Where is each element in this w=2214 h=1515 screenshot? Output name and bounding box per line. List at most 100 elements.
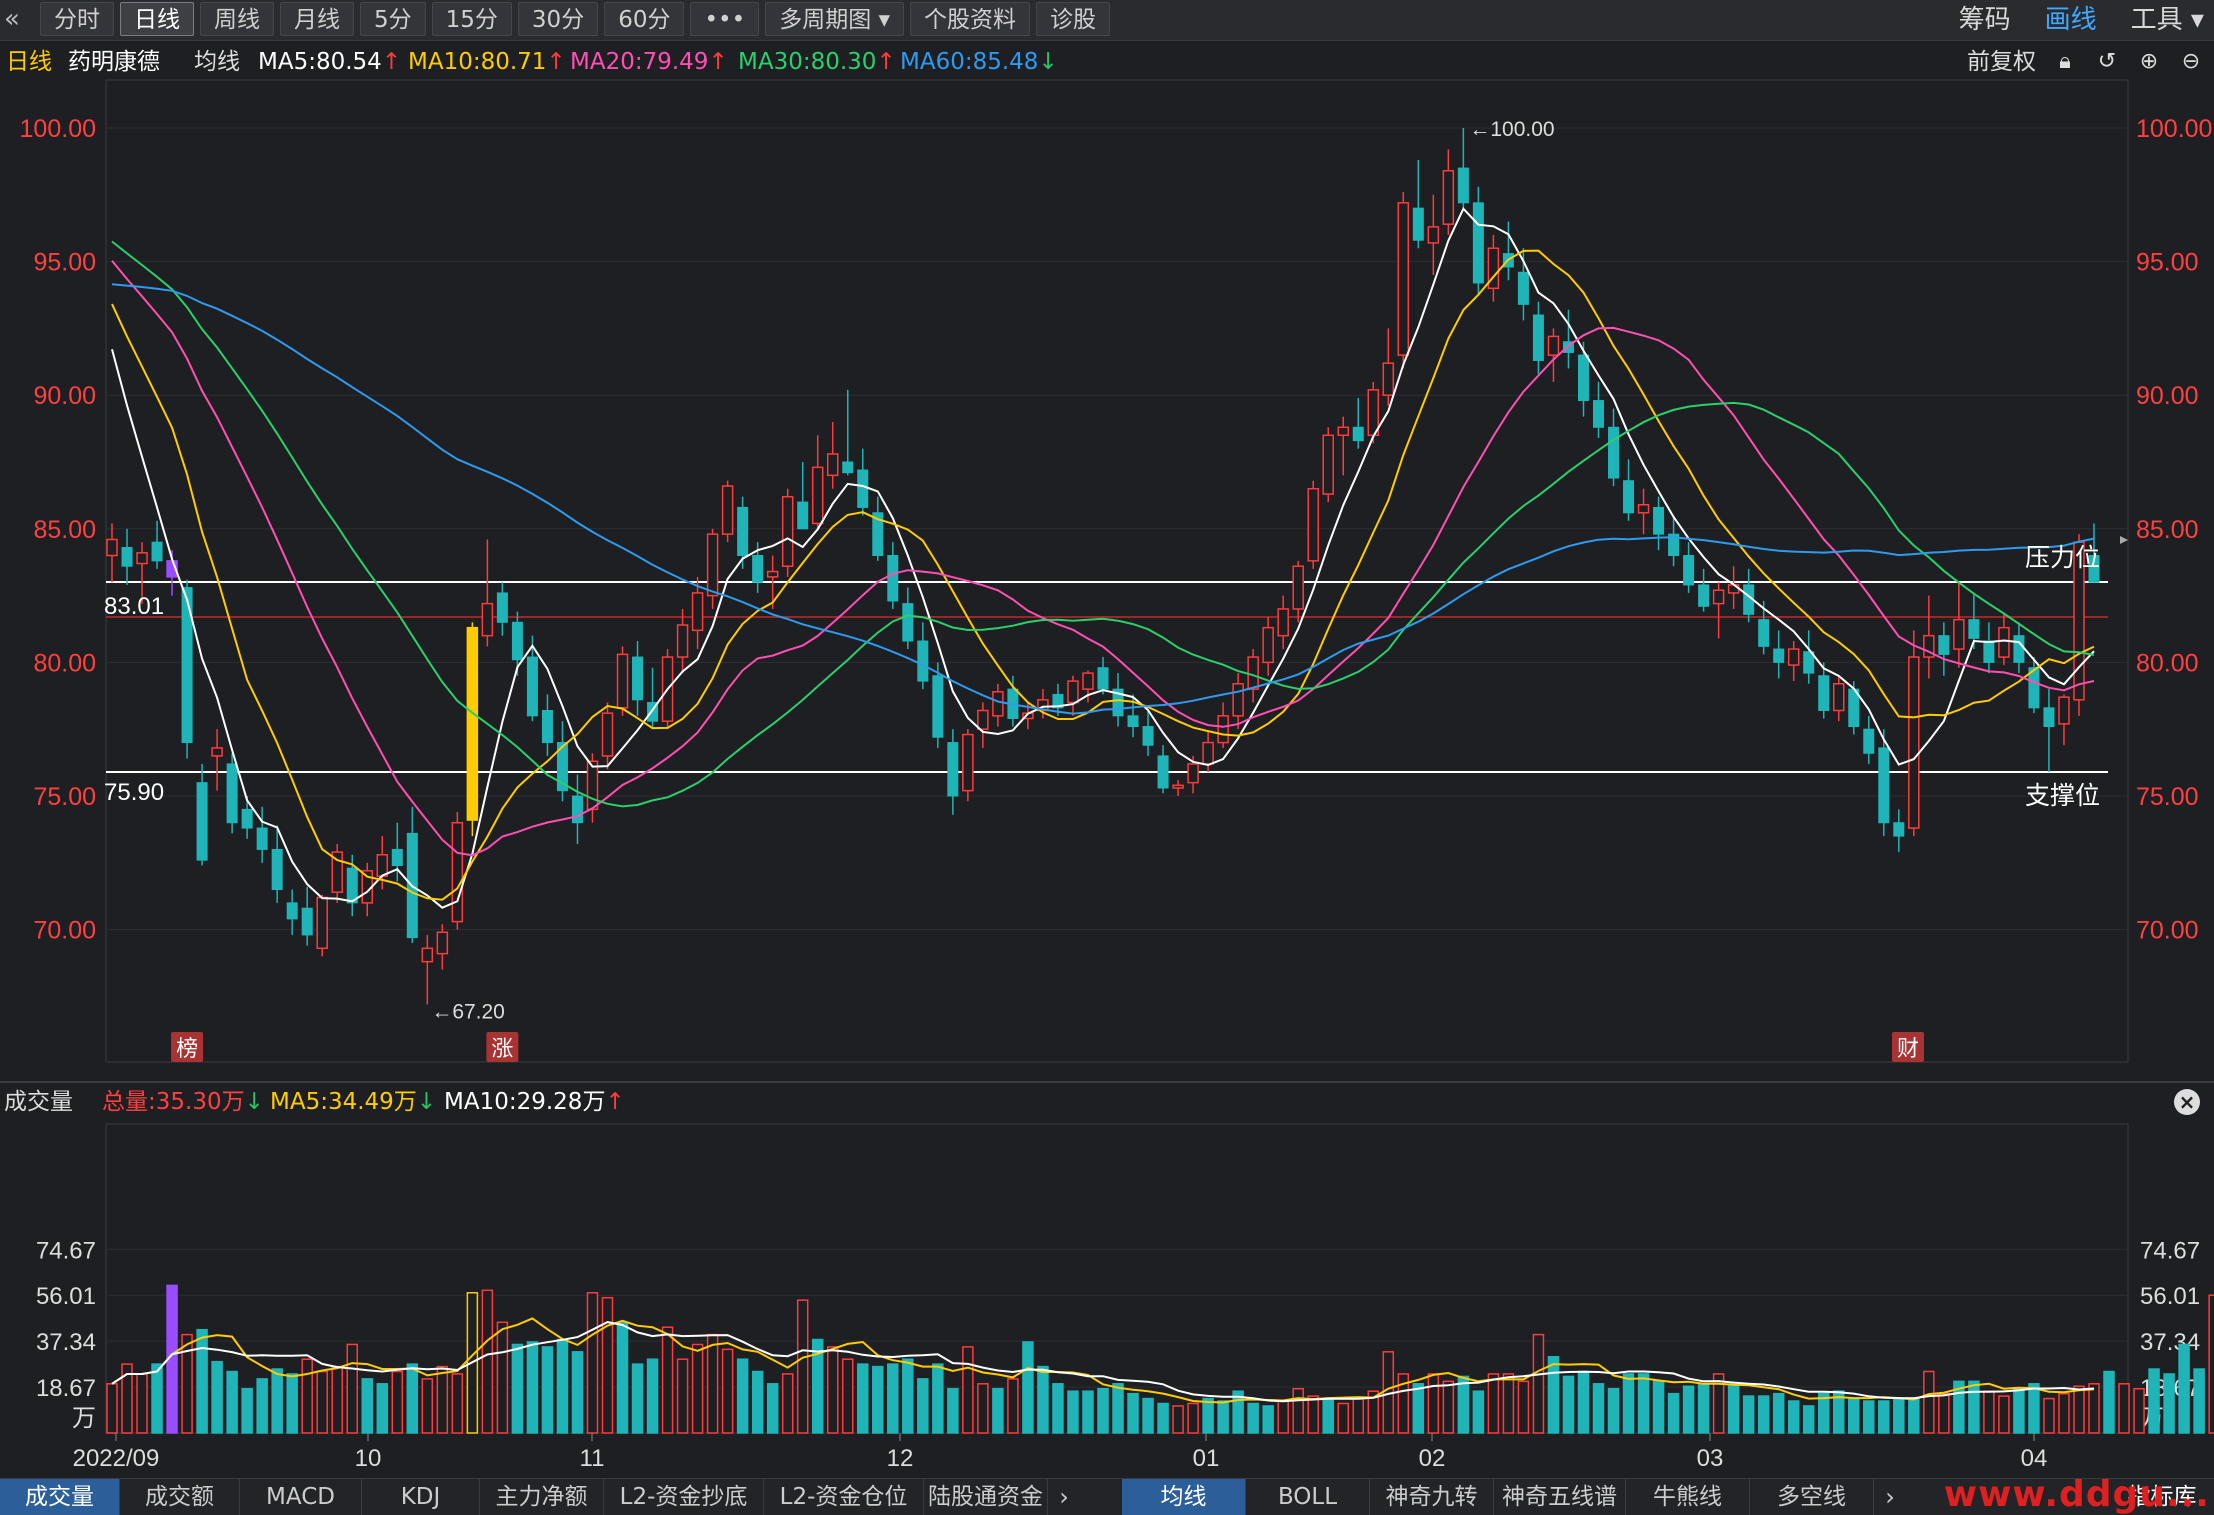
candle[interactable]: [121, 528, 133, 585]
candle[interactable]: [1547, 328, 1560, 382]
adjust-selector[interactable]: 前复权: [1967, 49, 2036, 75]
tab-4[interactable]: 5分: [360, 2, 426, 36]
volume-bar[interactable]: [601, 1296, 614, 1434]
undo-icon[interactable]: ↺: [2097, 49, 2117, 74]
volume-bar[interactable]: [1352, 1397, 1365, 1434]
ma-label[interactable]: 均线: [194, 49, 240, 75]
volume-bar[interactable]: [1607, 1387, 1620, 1434]
volume-bar[interactable]: [346, 1343, 358, 1434]
candle[interactable]: [586, 753, 599, 823]
toolbar-right-1[interactable]: 画线: [2044, 5, 2097, 35]
candle[interactable]: [1532, 301, 1544, 374]
volume-bar[interactable]: [271, 1368, 283, 1434]
volume-bar[interactable]: [421, 1378, 434, 1434]
volume-bar[interactable]: [841, 1358, 854, 1434]
volume-bar[interactable]: [1397, 1373, 1410, 1434]
volume-bar[interactable]: [811, 1338, 824, 1434]
candle[interactable]: [947, 729, 959, 815]
candle[interactable]: [887, 542, 899, 609]
volume-bar[interactable]: [1292, 1387, 1304, 1434]
candle[interactable]: [2088, 523, 2100, 583]
volume-bar[interactable]: [1322, 1397, 1334, 1434]
badge-zhang[interactable]: 涨: [486, 1032, 519, 1062]
candle[interactable]: [226, 753, 238, 834]
candle[interactable]: [691, 576, 704, 650]
candle[interactable]: [737, 496, 749, 569]
volume-bar[interactable]: [1697, 1383, 1710, 1434]
tab-6[interactable]: 30分: [517, 2, 599, 36]
tab-5[interactable]: 15分: [431, 2, 512, 36]
volume-bar[interactable]: [1172, 1405, 1184, 1434]
candle[interactable]: [1157, 745, 1169, 794]
volume-bar[interactable]: [1427, 1373, 1440, 1434]
volume-bar[interactable]: [1562, 1375, 1575, 1434]
candle[interactable]: [2058, 694, 2070, 746]
volume-bar[interactable]: [2073, 1385, 2085, 1434]
scroll-right-icon[interactable]: ›: [1059, 1483, 1069, 1511]
candle[interactable]: [361, 862, 374, 917]
volume-bar[interactable]: [992, 1387, 1004, 1434]
candle[interactable]: [301, 886, 313, 946]
bottom-tab-right-4[interactable]: 牛熊线: [1626, 1479, 1750, 1515]
volume-bar[interactable]: [751, 1370, 764, 1434]
volume-bar[interactable]: [1412, 1383, 1425, 1434]
candle[interactable]: [1457, 128, 1469, 209]
candle[interactable]: [647, 667, 659, 730]
volume-bar[interactable]: [1547, 1355, 1560, 1434]
volume-bar[interactable]: [286, 1373, 298, 1434]
volume-bar[interactable]: [496, 1321, 509, 1434]
volume-bar[interactable]: [1517, 1380, 1530, 1434]
volume-bar[interactable]: [181, 1333, 193, 1434]
volume-bar[interactable]: [1532, 1333, 1545, 1434]
candle[interactable]: [1698, 568, 1710, 612]
bottom-tab-right-5[interactable]: 多空线: [1750, 1479, 1874, 1515]
bottom-tab-left-0[interactable]: 成交量: [0, 1479, 120, 1515]
volume-bar[interactable]: [2028, 1383, 2040, 1434]
volume-bar[interactable]: [1457, 1375, 1470, 1434]
volume-bar[interactable]: [571, 1351, 584, 1434]
candle[interactable]: [331, 844, 343, 903]
bottom-tab-right-2[interactable]: 神奇九转: [1370, 1479, 1494, 1515]
candle[interactable]: [1712, 582, 1725, 639]
volume-bar[interactable]: [436, 1365, 449, 1434]
bottom-tab-left-2[interactable]: MACD: [240, 1479, 362, 1515]
volume-bar[interactable]: [1878, 1400, 1890, 1434]
volume-bar[interactable]: [1187, 1402, 1199, 1434]
volume-bar[interactable]: [947, 1387, 959, 1434]
candle[interactable]: [181, 579, 193, 759]
volume-bar[interactable]: [857, 1363, 869, 1434]
candle[interactable]: [1382, 328, 1395, 406]
volume-bar[interactable]: [481, 1289, 494, 1434]
tab-1[interactable]: 日线: [120, 2, 194, 36]
volume-bar[interactable]: [1802, 1405, 1815, 1434]
volume-bar[interactable]: [977, 1383, 989, 1434]
volume-bar[interactable]: [1037, 1365, 1049, 1434]
candle[interactable]: [1953, 582, 1965, 668]
candle[interactable]: [706, 528, 719, 609]
candle[interactable]: [106, 523, 118, 583]
tab-8[interactable]: •••: [690, 2, 760, 36]
candle[interactable]: [436, 924, 449, 970]
candle[interactable]: [1307, 480, 1319, 569]
candle[interactable]: [151, 520, 163, 569]
bottom-tab-left-5[interactable]: L2-资金抄底: [604, 1479, 764, 1515]
volume-bar[interactable]: [661, 1326, 674, 1434]
back-icon[interactable]: «: [4, 4, 20, 34]
volume-bar[interactable]: [887, 1363, 899, 1434]
volume-bar[interactable]: [2163, 1373, 2175, 1434]
volume-bar[interactable]: [706, 1333, 719, 1434]
candle[interactable]: [977, 702, 989, 748]
volume-bar[interactable]: [1277, 1400, 1289, 1434]
volume-bar[interactable]: [526, 1341, 539, 1434]
candle[interactable]: [481, 539, 494, 647]
volume-bar[interactable]: [721, 1348, 734, 1434]
candle[interactable]: [1082, 670, 1094, 703]
candle[interactable]: [616, 646, 629, 716]
candle[interactable]: [1397, 192, 1410, 369]
volume-bar[interactable]: [256, 1378, 268, 1434]
candle[interactable]: [1352, 397, 1364, 449]
scroll-right-icon-2[interactable]: ›: [1885, 1483, 1895, 1511]
candle[interactable]: [526, 635, 538, 722]
zoom-in-icon[interactable]: ⊕: [2139, 49, 2159, 74]
candle[interactable]: [211, 729, 223, 791]
